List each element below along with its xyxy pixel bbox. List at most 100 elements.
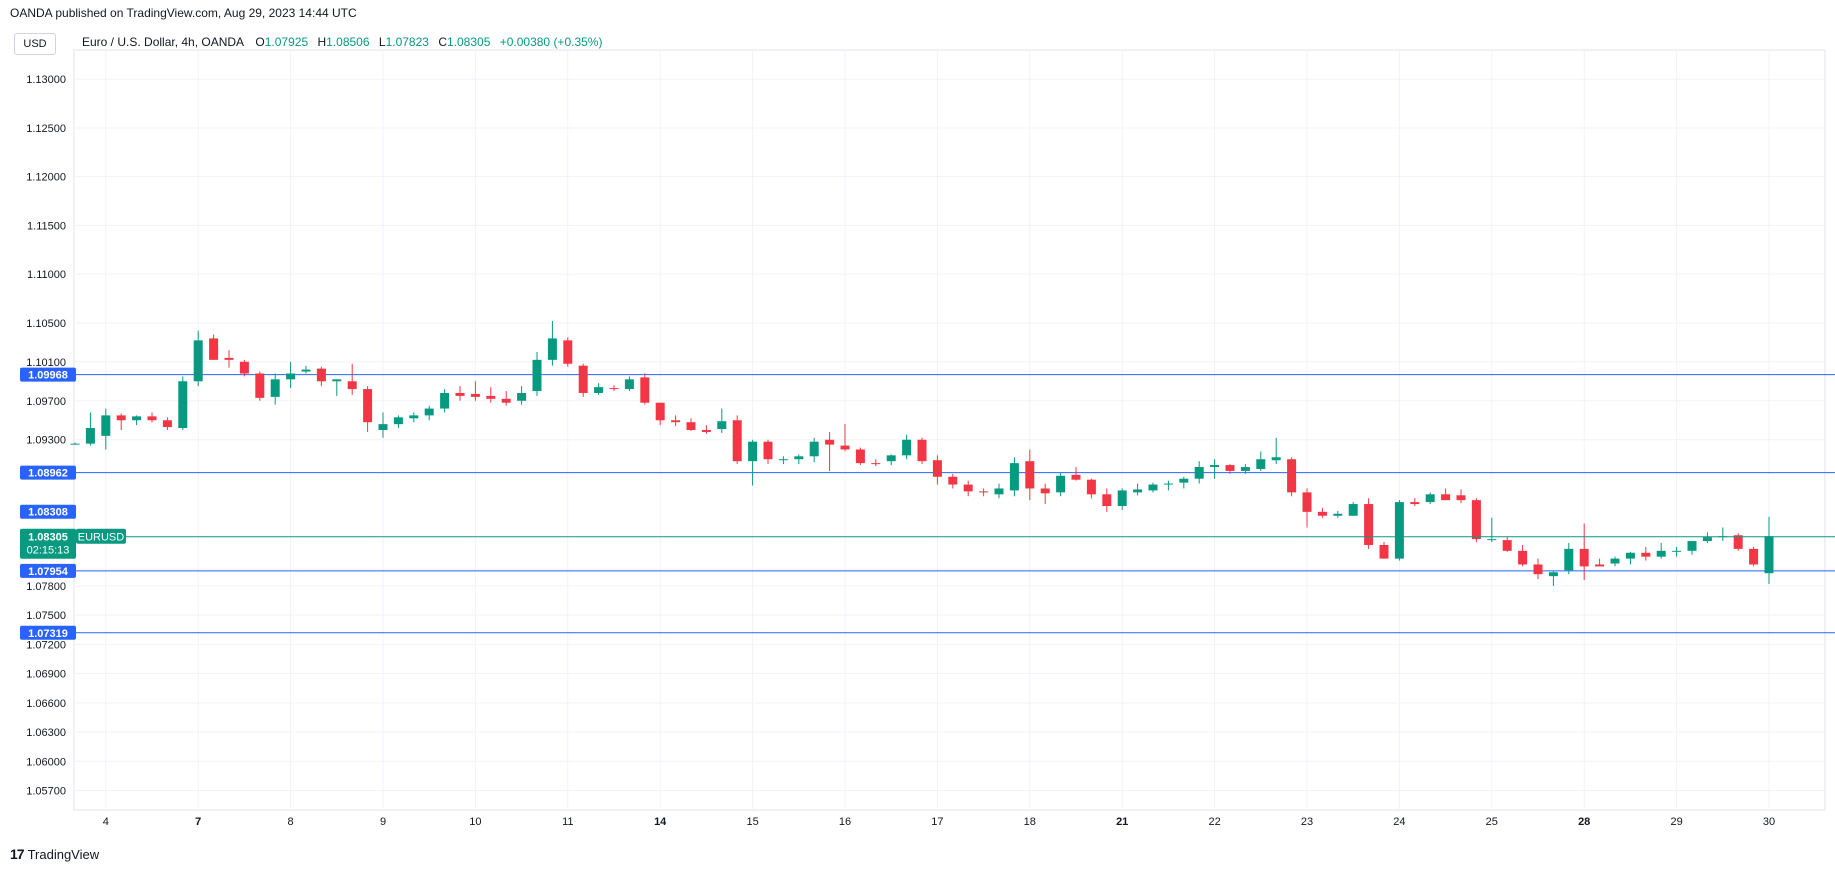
- low-label: L: [378, 35, 386, 49]
- y-tick-label: 1.07800: [26, 581, 66, 593]
- candle-body: [594, 387, 604, 393]
- candle-body: [1210, 465, 1220, 468]
- candle-body: [1502, 540, 1512, 551]
- candle-body: [994, 488, 1004, 495]
- candle-body: [1040, 488, 1050, 494]
- candle-body: [1194, 467, 1204, 479]
- change-value: +0.00380 (+0.35%): [499, 35, 603, 49]
- low-value: 1.07823: [385, 35, 429, 49]
- candle-body: [132, 416, 142, 421]
- candle-body: [286, 373, 296, 380]
- tradingview-logo-icon: 17: [10, 846, 25, 862]
- x-tick-label: 10: [469, 816, 481, 828]
- open-label: O: [255, 35, 265, 49]
- symbol-tag-label: EURUSD: [78, 532, 125, 544]
- candle-body: [255, 373, 265, 398]
- candle-body: [932, 460, 942, 477]
- x-tick-label: 8: [288, 816, 294, 828]
- y-tick-label: 1.06900: [26, 669, 66, 681]
- candle-body: [1148, 484, 1158, 491]
- candle-body: [70, 443, 80, 445]
- x-tick-label: 23: [1301, 816, 1313, 828]
- x-tick-label: 4: [103, 816, 109, 828]
- candle-body: [270, 379, 280, 397]
- candle-body: [1025, 461, 1035, 489]
- candle-body: [85, 428, 95, 444]
- candle-body: [1163, 483, 1173, 485]
- candle-body: [1102, 494, 1112, 506]
- candle-body: [624, 379, 634, 390]
- high-label: H: [317, 35, 327, 49]
- plot-frame: [73, 49, 1826, 811]
- candle-body: [1749, 548, 1759, 565]
- candle-body: [486, 395, 496, 399]
- candle-body: [1179, 478, 1189, 483]
- candle-body: [563, 340, 573, 364]
- candle-body: [871, 463, 881, 465]
- currency-button[interactable]: USD: [14, 33, 56, 55]
- x-tick-label: 11: [562, 816, 573, 828]
- y-tick-label: 1.13000: [26, 74, 66, 86]
- y-tick-label: 1.12500: [26, 123, 66, 135]
- candle-body: [671, 420, 681, 423]
- candle-body: [1672, 550, 1682, 552]
- candle-body: [855, 449, 865, 464]
- published-note: OANDA published on TradingView.com, Aug …: [10, 6, 357, 20]
- x-tick-label: 29: [1670, 816, 1682, 828]
- candle-body: [470, 393, 480, 397]
- y-tick-label: 1.10100: [26, 357, 66, 369]
- candle-body: [162, 420, 172, 428]
- candle-body: [1533, 564, 1543, 575]
- current-price-tag: [20, 528, 76, 559]
- candle-body: [347, 381, 357, 390]
- x-tick-label: 30: [1763, 816, 1775, 828]
- candle-body: [1333, 513, 1343, 516]
- candle-body: [455, 392, 465, 396]
- candle-body: [717, 421, 727, 430]
- y-tick-label: 1.10500: [26, 318, 66, 330]
- y-tick-label: 1.05700: [26, 786, 66, 798]
- close-label: C: [438, 35, 447, 49]
- high-price-label: 1.08308: [28, 507, 68, 519]
- candle-body: [902, 439, 912, 456]
- candle-body: [1687, 541, 1697, 551]
- level-price-label: 1.08962: [28, 468, 68, 480]
- candle-body: [1364, 504, 1374, 545]
- high-price-tag: [20, 504, 76, 519]
- y-tick-label: 1.06600: [26, 698, 66, 710]
- x-tick-label: 21: [1116, 816, 1128, 828]
- candle-body: [1425, 494, 1435, 503]
- high-value: 1.08506: [326, 35, 370, 49]
- candle-body: [1471, 500, 1481, 540]
- x-tick-label: 25: [1486, 816, 1498, 828]
- tradingview-brand: TradingView: [27, 846, 100, 862]
- candle-body: [979, 491, 989, 493]
- y-tick-label: 1.07200: [26, 639, 66, 651]
- candle-body: [809, 441, 819, 457]
- x-tick-label: 18: [1024, 816, 1036, 828]
- x-tick-label: 7: [195, 816, 201, 828]
- candle-body: [1086, 479, 1096, 495]
- candle-body: [1579, 548, 1589, 567]
- x-tick-label: 22: [1208, 816, 1220, 828]
- candle-body: [1441, 494, 1451, 501]
- candle-body: [794, 456, 804, 460]
- level-price-tag: [20, 563, 76, 578]
- candle-body: [948, 476, 958, 485]
- candle-body: [1641, 552, 1651, 557]
- y-tick-label: 1.11000: [27, 269, 66, 281]
- candle-body: [116, 415, 126, 421]
- candle-body: [101, 415, 111, 436]
- level-price-tag: [20, 625, 76, 640]
- tradingview-footer[interactable]: 17 TradingView: [10, 846, 99, 862]
- symbol-title[interactable]: Euro / U.S. Dollar, 4h, OANDA: [82, 35, 245, 49]
- candle-body: [748, 441, 758, 462]
- candle-body: [763, 441, 773, 460]
- candle-body: [1487, 539, 1497, 541]
- candle-body: [1518, 550, 1528, 565]
- symbol-tag: [76, 528, 126, 544]
- candle-body: [1256, 459, 1266, 469]
- candle-body: [378, 424, 388, 430]
- candle-body: [147, 416, 157, 421]
